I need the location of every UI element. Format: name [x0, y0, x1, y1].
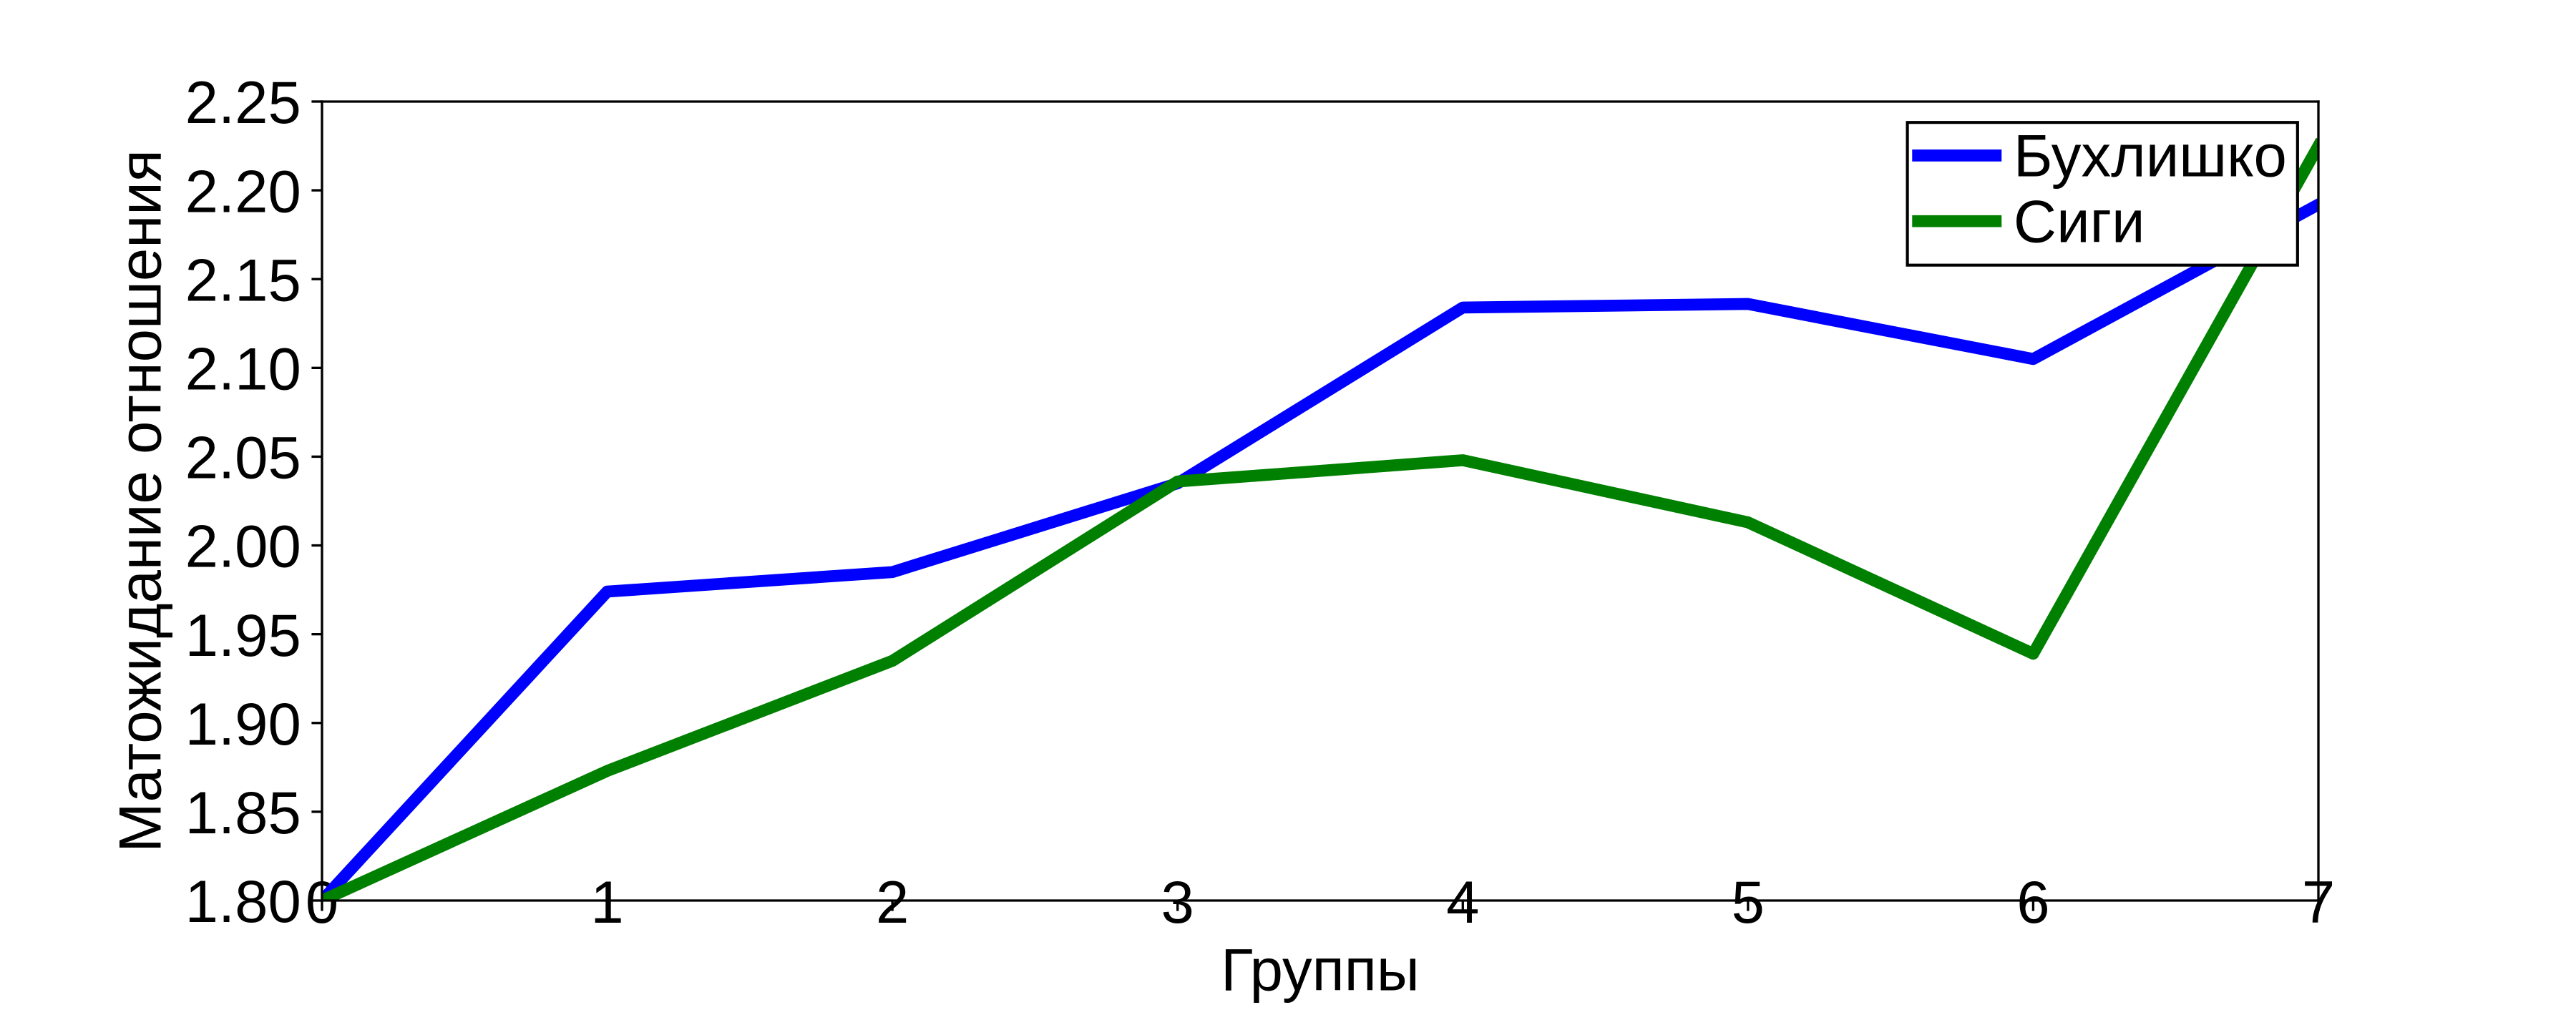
svg-text:Матожидание отношения: Матожидание отношения: [107, 149, 174, 853]
svg-text:Сиги: Сиги: [2014, 188, 2145, 255]
svg-text:1.85: 1.85: [185, 780, 301, 846]
svg-text:2.00: 2.00: [185, 514, 301, 580]
svg-text:2.25: 2.25: [185, 69, 301, 136]
svg-text:1.95: 1.95: [185, 602, 301, 669]
svg-text:4: 4: [1446, 869, 1479, 936]
svg-text:2.20: 2.20: [185, 158, 301, 225]
svg-text:2.10: 2.10: [185, 336, 301, 403]
svg-text:Группы: Группы: [1221, 937, 1420, 1004]
svg-text:1.90: 1.90: [185, 691, 301, 757]
svg-text:2: 2: [876, 869, 909, 936]
svg-text:Бухлишко: Бухлишко: [2014, 123, 2287, 190]
svg-text:6: 6: [2016, 869, 2049, 936]
svg-text:3: 3: [1161, 869, 1194, 936]
svg-text:1.80: 1.80: [185, 868, 301, 935]
svg-text:1: 1: [590, 869, 623, 936]
svg-text:2.05: 2.05: [185, 425, 301, 491]
svg-text:5: 5: [1732, 869, 1765, 936]
svg-text:2.15: 2.15: [185, 247, 301, 313]
